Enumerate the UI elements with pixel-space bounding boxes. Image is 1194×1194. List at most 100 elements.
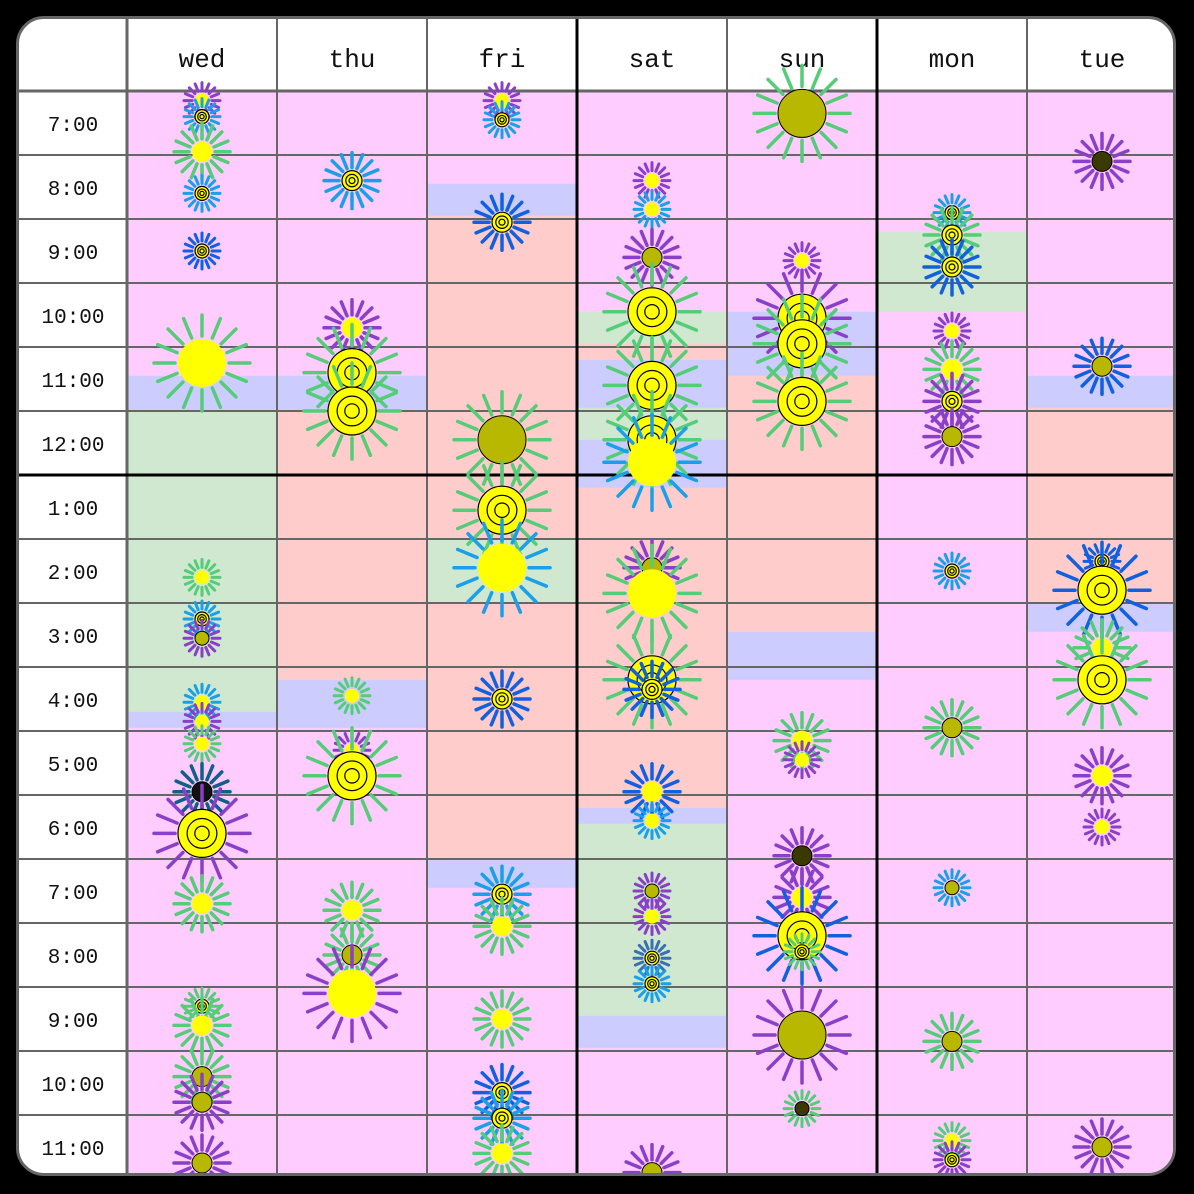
flower-petal bbox=[509, 111, 521, 118]
flower-petal bbox=[1089, 1157, 1099, 1173]
flower-petal bbox=[519, 585, 538, 604]
flower-center-ring bbox=[1086, 664, 1118, 696]
flower-petal bbox=[766, 365, 785, 385]
flower-petal bbox=[1112, 164, 1130, 174]
flower-petal bbox=[212, 1012, 230, 1023]
flower-petal bbox=[924, 1044, 942, 1054]
flower-petal bbox=[324, 168, 342, 178]
flower-petal bbox=[659, 822, 671, 829]
flower-center bbox=[194, 185, 210, 201]
flower-petal bbox=[810, 355, 823, 379]
flower-petal bbox=[225, 371, 249, 384]
flower-marker bbox=[472, 1123, 532, 1173]
flower-petal bbox=[962, 1044, 980, 1054]
flower-petal bbox=[207, 236, 217, 246]
flower-marker bbox=[482, 100, 522, 140]
flower-petal bbox=[675, 573, 699, 585]
flower-petal bbox=[654, 162, 661, 173]
flower-petal bbox=[505, 898, 515, 916]
flower-petal bbox=[639, 229, 649, 248]
flower-petal bbox=[962, 715, 980, 725]
flower-petal bbox=[512, 686, 530, 696]
flower-petal bbox=[933, 1151, 945, 1158]
flower-petal bbox=[605, 442, 629, 454]
flower-petal bbox=[669, 276, 688, 295]
flower-petal bbox=[355, 927, 365, 945]
flower-center bbox=[941, 256, 963, 278]
flower-petal bbox=[624, 244, 642, 255]
flower-petal bbox=[305, 784, 329, 796]
time-label: 9:00 bbox=[48, 243, 98, 266]
flower-petal bbox=[512, 1006, 530, 1016]
flower-petal bbox=[660, 265, 673, 289]
flower-petal bbox=[1081, 702, 1094, 726]
flower-petal bbox=[633, 822, 645, 829]
flower-petal bbox=[1055, 659, 1079, 672]
flower-petal bbox=[655, 229, 665, 248]
flower-petal bbox=[316, 375, 335, 394]
flower-petal bbox=[793, 1116, 800, 1127]
flower-petal bbox=[766, 418, 785, 438]
flower-petal bbox=[793, 959, 800, 970]
flower-center bbox=[794, 944, 810, 960]
flower-petal bbox=[657, 214, 667, 224]
flower-petal bbox=[943, 194, 950, 205]
flower-petal bbox=[210, 316, 223, 340]
flower-petal bbox=[489, 1064, 499, 1083]
flower-petal bbox=[943, 312, 950, 324]
flower-center bbox=[192, 1015, 212, 1036]
flower-petal bbox=[504, 82, 511, 93]
flower-petal bbox=[509, 933, 524, 948]
flower-petal bbox=[474, 1080, 492, 1090]
flower-petal bbox=[810, 889, 823, 913]
flower-petal bbox=[187, 179, 197, 188]
flower-petal bbox=[637, 166, 647, 176]
flower-petal bbox=[657, 902, 667, 912]
flower-petal bbox=[204, 559, 211, 570]
flower-center bbox=[791, 845, 813, 867]
time-label: 2:00 bbox=[48, 563, 98, 586]
flower-petal bbox=[330, 888, 345, 903]
flower-petal bbox=[1066, 607, 1085, 626]
flower-petal bbox=[180, 159, 195, 174]
flower-marker bbox=[922, 1011, 982, 1072]
flower-petal bbox=[1055, 688, 1079, 700]
flower-petal bbox=[204, 988, 211, 999]
flower-petal bbox=[209, 735, 221, 742]
flower-petal bbox=[657, 989, 667, 999]
flower-marker bbox=[452, 518, 552, 618]
flower-petal bbox=[1074, 763, 1092, 773]
flower-petal bbox=[657, 969, 667, 979]
flower-petal bbox=[637, 876, 647, 886]
flower-petal bbox=[810, 988, 823, 1012]
flower-petal bbox=[474, 225, 492, 235]
flower-petal bbox=[204, 585, 211, 596]
flower-petal bbox=[659, 1151, 674, 1166]
flower-petal bbox=[505, 709, 515, 727]
flower-petal bbox=[209, 185, 221, 192]
flower-center bbox=[492, 1009, 512, 1029]
flower-petal bbox=[1112, 148, 1130, 159]
flower-petal bbox=[755, 326, 779, 339]
flower-petal bbox=[954, 1167, 960, 1173]
flower-petal bbox=[480, 1071, 495, 1086]
flower-petal bbox=[1112, 369, 1130, 379]
flower-petal bbox=[654, 872, 661, 884]
flower-petal bbox=[809, 954, 821, 961]
flower-petal bbox=[1080, 344, 1095, 359]
flower-petal bbox=[330, 306, 345, 321]
flower-petal bbox=[357, 735, 367, 745]
flower-petal bbox=[489, 232, 499, 250]
flower-petal bbox=[955, 341, 965, 360]
flower-petal bbox=[210, 856, 223, 880]
flower-marker bbox=[752, 63, 852, 164]
flower-petal bbox=[375, 784, 399, 796]
flower-center bbox=[194, 630, 210, 646]
flower-petal bbox=[1105, 1157, 1115, 1173]
flower-petal bbox=[209, 195, 221, 202]
time-label: 4:00 bbox=[48, 691, 98, 714]
flower-petal bbox=[305, 352, 329, 365]
flower-center bbox=[478, 543, 526, 592]
flower-center-ring bbox=[799, 949, 805, 955]
flower-center-ring bbox=[794, 393, 810, 410]
